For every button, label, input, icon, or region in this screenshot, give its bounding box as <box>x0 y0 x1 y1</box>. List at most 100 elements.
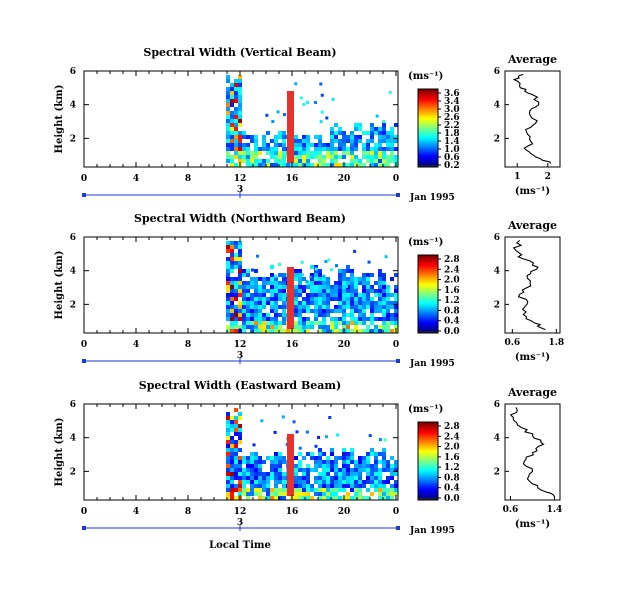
colorbar-segment <box>418 496 438 499</box>
heatmap-cell <box>226 484 230 488</box>
heatmap-cell <box>226 155 230 159</box>
colorbar-segment <box>418 262 438 266</box>
heatmap-cell <box>278 305 282 309</box>
heatmap-cell <box>382 329 386 333</box>
heatmap-cell <box>394 305 398 309</box>
heatmap-cell <box>262 325 266 329</box>
heatmap-cell <box>298 468 302 472</box>
colorbar-segment <box>418 439 438 442</box>
heatmap-cell <box>310 309 314 313</box>
heatmap-cell <box>254 460 258 464</box>
heatmap-cell <box>382 484 386 488</box>
colorbar-tick-label: 2.4 <box>444 432 460 442</box>
heatmap-cell <box>226 115 230 119</box>
heatmap-cell <box>226 460 230 464</box>
x-tick-label: 0 <box>393 507 399 517</box>
heatmap-cell <box>338 289 342 293</box>
heatmap-cell <box>322 297 326 301</box>
heatmap-cell <box>250 159 254 163</box>
colorbar-segment <box>418 453 438 456</box>
heatmap-cell <box>390 476 394 480</box>
heatmap-cell <box>294 464 298 468</box>
heatmap-cell <box>278 468 282 472</box>
colorbar-segment <box>418 256 438 260</box>
heatmap-cell <box>310 321 314 325</box>
heatmap-cell <box>278 480 282 484</box>
heatmap-cell <box>306 301 310 305</box>
heatmap-cell <box>234 143 238 147</box>
colorbar-segment <box>418 255 438 258</box>
heatmap-cell <box>354 123 358 127</box>
heatmap-cell <box>326 143 330 147</box>
heatmap-cell <box>330 163 334 167</box>
heatmap-cell <box>326 460 330 464</box>
heatmap-cell <box>262 163 266 167</box>
heatmap-cell <box>258 289 262 293</box>
heatmap-cell <box>374 293 378 297</box>
heatmap-cell <box>338 468 342 472</box>
heatmap-cell <box>298 488 302 492</box>
heatmap-cell <box>298 143 302 147</box>
heatmap-cell <box>265 113 269 117</box>
heatmap-cell <box>330 139 334 143</box>
heatmap-cell <box>298 159 302 163</box>
heatmap-cell <box>322 321 326 325</box>
colorbar-tick-label: 0.0 <box>444 494 460 504</box>
heatmap-cell <box>230 329 234 333</box>
heatmap-cell <box>230 305 234 309</box>
heatmap-cell <box>318 147 322 151</box>
heatmap-cell <box>374 305 378 309</box>
heatmap-cell <box>346 163 350 167</box>
heatmap-cell <box>234 241 238 245</box>
heatmap-cell <box>234 285 238 289</box>
heatmap-cell <box>282 472 286 476</box>
heatmap-cell <box>350 460 354 464</box>
date-label: Jan 1995 <box>409 193 455 203</box>
heatmap-cell <box>318 305 322 309</box>
heatmap-cell <box>374 317 378 321</box>
heatmap-cell <box>274 281 278 285</box>
heatmap-cell <box>338 488 342 492</box>
heatmap-cell <box>382 325 386 329</box>
heatmap-cell <box>374 480 378 484</box>
heatmap-cell <box>326 492 330 496</box>
heatmap-cell <box>374 325 378 329</box>
heatmap-cell <box>246 313 250 317</box>
colorbar-segment <box>418 147 438 150</box>
heatmap-cell <box>242 273 246 277</box>
heatmap-cell <box>298 285 302 289</box>
heatmap-cell <box>350 496 354 500</box>
day-marker-end <box>396 526 400 530</box>
colorbar-segment <box>418 329 438 332</box>
heatmap-cell <box>330 147 334 151</box>
heatmap-cell <box>318 297 322 301</box>
heatmap-cell <box>226 472 230 476</box>
heatmap-cell <box>314 476 318 480</box>
heatmap-cell <box>238 249 242 253</box>
heatmap-cell <box>238 281 242 285</box>
heatmap-cell <box>238 464 242 468</box>
heatmap-cell <box>250 476 254 480</box>
heatmap-cell <box>294 313 298 317</box>
heatmap-cell <box>367 260 371 264</box>
heatmap-cell <box>262 135 266 139</box>
heatmap-cell <box>226 289 230 293</box>
heatmap-cell <box>246 317 250 321</box>
heatmap-cell <box>318 460 322 464</box>
heatmap-cell <box>282 289 286 293</box>
heatmap-cell <box>246 163 250 167</box>
heatmap-cell <box>238 253 242 257</box>
heatmap-cell <box>300 273 304 277</box>
heatmap-cell <box>258 472 262 476</box>
heatmap-cell <box>242 159 246 163</box>
heatmap-cell <box>318 456 322 460</box>
heatmap-cell <box>298 452 302 456</box>
heatmap-cell <box>370 123 374 127</box>
heatmap-cell <box>313 100 317 104</box>
heatmap-cell <box>362 484 366 488</box>
heatmap-cell <box>310 452 314 456</box>
heatmap-cell <box>394 135 398 139</box>
heatmap-cell <box>310 155 314 159</box>
heatmap-cell <box>250 163 254 167</box>
heatmap-cell <box>358 329 362 333</box>
